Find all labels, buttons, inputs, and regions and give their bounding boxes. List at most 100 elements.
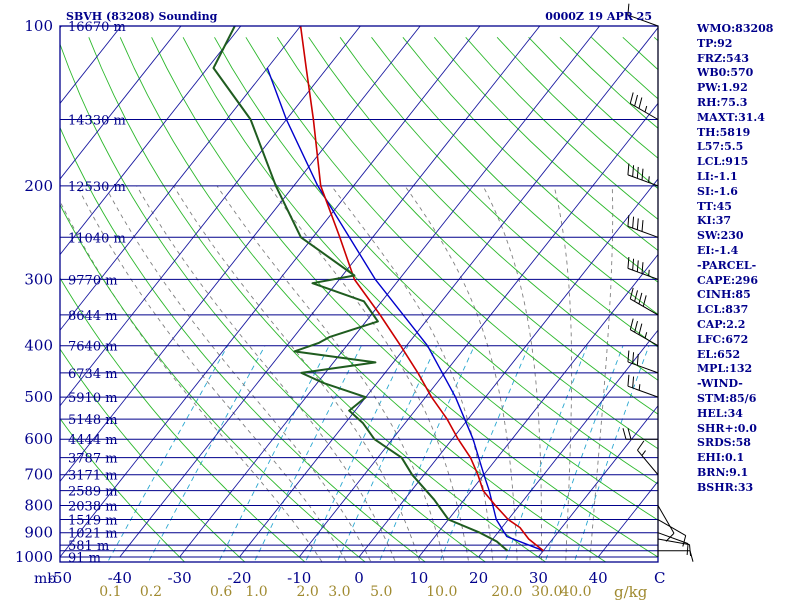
index-row: SRDS:58 xyxy=(697,436,751,450)
index-row: SI:-1.6 xyxy=(697,184,738,198)
wind-barb-flag xyxy=(627,163,630,175)
mixing-ratio-tick-label: 40.0 xyxy=(560,584,591,600)
mixing-ratio-tick-labels: 0.1 0.2 0.6 1.0 2.0 3.0 5.0 10.0 20.0 30.040.0 xyxy=(99,584,591,600)
wind-barb-flag xyxy=(632,352,635,364)
wind-barb-flag xyxy=(665,532,675,542)
height-label: 9770 m xyxy=(68,273,118,288)
wind-barb-flag xyxy=(641,168,644,181)
index-row: LCL:915 xyxy=(697,155,749,169)
plot-area xyxy=(0,26,658,562)
index-row: EHI:0.1 xyxy=(697,451,745,465)
index-row: CAPE:296 xyxy=(697,273,758,287)
height-label: 12530 m xyxy=(68,180,126,195)
wind-barb xyxy=(657,519,687,547)
isotherm-line xyxy=(179,26,600,558)
wind-barb xyxy=(627,214,659,238)
dry-adiabat-line xyxy=(402,37,658,283)
height-label: 1519 m xyxy=(68,514,118,529)
indices-panel: WMO:83208 TP:92 FRZ:543 WB0:570 PW:1.92 RH:75… xyxy=(697,22,800,496)
moist-adiabat-line xyxy=(76,185,348,562)
index-row: BRN:9.1 xyxy=(697,465,749,479)
chart-title: SBVH (83208) Sounding xyxy=(66,10,218,23)
temperature-tick-label: -50 xyxy=(48,569,72,587)
isobars xyxy=(60,26,658,558)
index-row: STM:85/6 xyxy=(697,391,757,405)
wind-barb-flag xyxy=(641,220,644,232)
wind-barb-half-flag xyxy=(641,450,646,456)
dry-adiabat-line xyxy=(88,37,547,562)
dewpoint-trace xyxy=(212,26,509,552)
dry-adiabat-line xyxy=(339,37,658,348)
index-row: EI:-1.4 xyxy=(697,243,739,257)
temperature-tick-label: 20 xyxy=(469,569,488,587)
wind-barb-flag xyxy=(632,165,635,177)
temperature-trace xyxy=(299,26,544,552)
wind-barb-half-flag xyxy=(644,332,648,339)
index-row: RH:75.3 xyxy=(697,95,748,109)
wind-barb-flag xyxy=(627,257,630,269)
index-row: TT:45 xyxy=(697,199,732,213)
moist-adiabat-line xyxy=(104,185,372,562)
isotherm-line xyxy=(0,26,2,557)
dry-adiabat-line xyxy=(60,348,246,562)
wind-barb-staff xyxy=(657,505,675,534)
dry-adiabat-line xyxy=(276,37,658,415)
wind-barb-flag xyxy=(641,262,644,274)
wind-barb-flag xyxy=(686,543,689,556)
mixing-ratio-tick-label: 0.1 xyxy=(99,584,121,600)
moist-adiabat-line xyxy=(331,185,494,562)
mixing-ratio-line xyxy=(147,345,266,562)
mixing-ratio-tick-label: 3.0 xyxy=(328,584,350,600)
wind-barb-flag xyxy=(627,428,632,440)
dry-adiabat-line xyxy=(371,37,658,315)
index-row: EL:652 xyxy=(697,347,741,361)
profiles xyxy=(212,26,544,552)
index-row: L57:5.5 xyxy=(697,140,744,154)
wind-barb-staff xyxy=(630,329,659,347)
wind-barb-flag xyxy=(636,218,639,230)
mixing-ratio-tick-label: 0.6 xyxy=(210,584,232,600)
wind-barb xyxy=(629,287,659,316)
temperature-tick-label: -40 xyxy=(108,569,132,587)
index-row: LI:-1.1 xyxy=(697,169,738,183)
moist-adiabat-line xyxy=(173,185,421,562)
wind-barb-half-flag xyxy=(638,384,641,391)
index-row: SW:230 xyxy=(697,229,744,243)
wind-barb xyxy=(627,3,659,27)
pressure-tick-label: 400 xyxy=(24,337,53,355)
wind-barb xyxy=(637,440,659,476)
height-label: 5148 m xyxy=(68,413,118,428)
wind-barb-flag xyxy=(636,166,639,179)
wind-barb-staff xyxy=(627,267,659,280)
index-row: PW:1.92 xyxy=(697,81,748,95)
wind-barb-staff xyxy=(627,174,659,187)
wind-barb-flag xyxy=(627,350,630,362)
moist-adiabat-line xyxy=(589,185,614,562)
isotherm-line xyxy=(60,26,182,180)
mixing-ratio-tick-label: 5.0 xyxy=(370,584,392,600)
pressure-tick-labels: 100 200 300 400 500 600 700 800 900 1000 xyxy=(15,17,53,566)
mixing-ratio-line xyxy=(253,345,362,562)
dry-adiabat-line xyxy=(245,37,658,450)
wind-barb-staff xyxy=(630,298,659,316)
index-row: WMO:83208 xyxy=(697,22,774,35)
temperature-tick-label: -10 xyxy=(287,569,311,587)
pressure-tick-label: 200 xyxy=(24,177,53,195)
height-label: 3171 m xyxy=(68,469,118,484)
temperature-tick-label: -30 xyxy=(168,569,192,587)
wind-barb-half-flag xyxy=(648,176,650,183)
wind-barb-flag xyxy=(638,97,643,109)
pressure-tick-label: 900 xyxy=(24,524,53,542)
wind-barb-flag xyxy=(637,440,645,451)
height-label: 2038 m xyxy=(68,500,118,515)
pressure-tick-label: 600 xyxy=(24,430,53,448)
moist-adiabat-line xyxy=(136,185,396,562)
temperature-tick-label: 40 xyxy=(589,569,608,587)
wind-barb xyxy=(657,532,689,556)
dry-adiabat-line xyxy=(151,37,658,558)
mixing-ratio-tick-label: 10.0 xyxy=(426,584,457,600)
dry-adiabat-line xyxy=(60,277,306,562)
mixing-ratio-line xyxy=(107,345,229,562)
isotherm-line xyxy=(418,253,658,558)
wind-barb xyxy=(627,374,659,398)
